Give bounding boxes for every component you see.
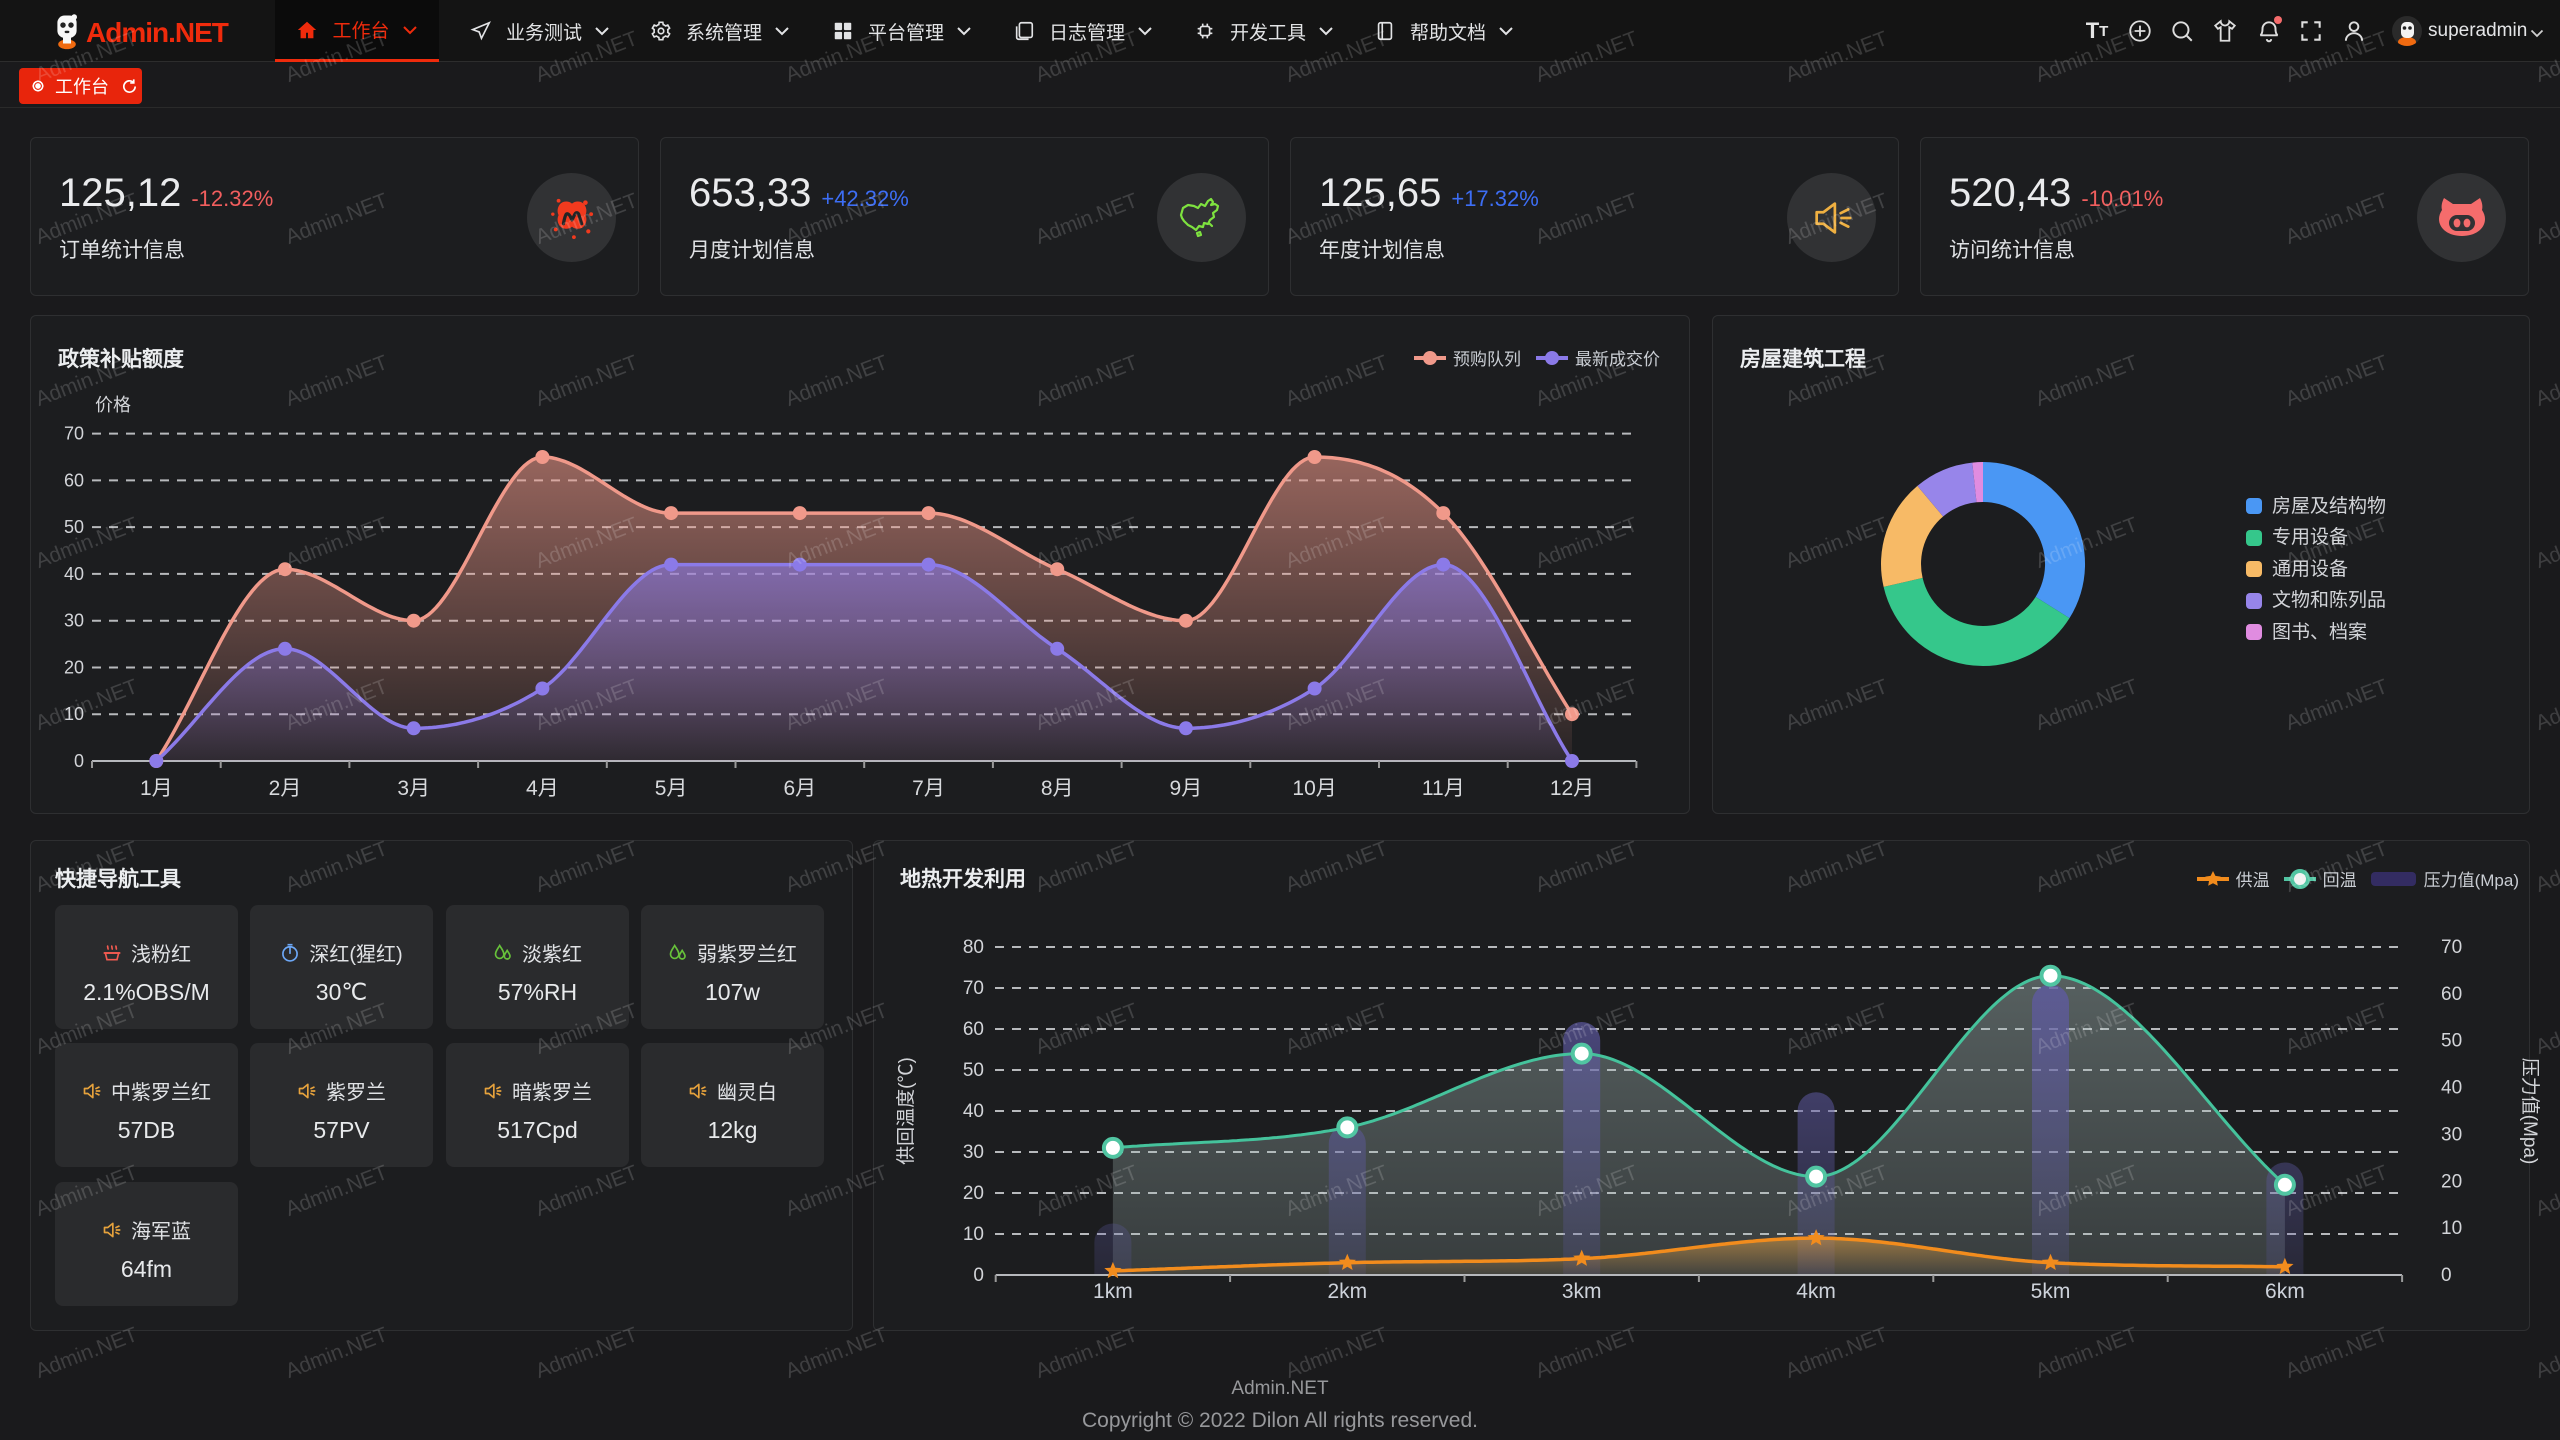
svg-text:50: 50: [64, 517, 84, 537]
svg-text:20: 20: [963, 1183, 984, 1204]
svg-text:40: 40: [64, 564, 84, 584]
svg-text:4月: 4月: [526, 777, 559, 800]
svg-text:房屋及结构物: 房屋及结构物: [2272, 495, 2386, 517]
svg-text:2km: 2km: [1327, 1280, 1367, 1303]
svg-text:50: 50: [2441, 1031, 2462, 1052]
svg-text:6月: 6月: [783, 777, 816, 800]
svg-text:文物和陈列品: 文物和陈列品: [2272, 589, 2386, 611]
svg-text:30: 30: [963, 1142, 984, 1163]
svg-text:10: 10: [64, 704, 84, 724]
svg-text:供回温度(℃): 供回温度(℃): [895, 1057, 917, 1165]
svg-text:9月: 9月: [1170, 777, 1203, 800]
svg-text:60: 60: [64, 470, 84, 490]
svg-text:10月: 10月: [1292, 777, 1336, 800]
svg-text:3月: 3月: [397, 777, 430, 800]
svg-text:通用设备: 通用设备: [2272, 558, 2348, 580]
svg-text:5km: 5km: [2031, 1280, 2071, 1303]
svg-text:0: 0: [973, 1265, 984, 1286]
svg-text:20: 20: [2441, 1171, 2462, 1192]
svg-text:70: 70: [963, 978, 984, 999]
svg-text:0: 0: [74, 751, 84, 771]
svg-text:8月: 8月: [1041, 777, 1074, 800]
svg-text:10: 10: [2441, 1218, 2462, 1239]
svg-text:30: 30: [64, 611, 84, 631]
svg-text:压力值(Mpa): 压力值(Mpa): [2519, 1058, 2541, 1165]
svg-text:20: 20: [64, 658, 84, 678]
svg-text:4km: 4km: [1796, 1280, 1836, 1303]
svg-text:专用设备: 专用设备: [2272, 526, 2348, 548]
svg-text:10: 10: [963, 1224, 984, 1245]
svg-text:5月: 5月: [655, 777, 688, 800]
svg-text:70: 70: [2441, 937, 2462, 958]
svg-text:30: 30: [2441, 1124, 2462, 1145]
svg-text:0: 0: [2441, 1265, 2452, 1286]
svg-text:7月: 7月: [912, 777, 945, 800]
svg-text:图书、档案: 图书、档案: [2272, 621, 2367, 643]
svg-text:3km: 3km: [1562, 1280, 1602, 1303]
svg-text:70: 70: [64, 424, 84, 444]
svg-text:12月: 12月: [1550, 777, 1594, 800]
svg-text:60: 60: [2441, 984, 2462, 1005]
svg-text:80: 80: [963, 937, 984, 958]
svg-text:1km: 1km: [1093, 1280, 1133, 1303]
svg-text:11月: 11月: [1422, 777, 1465, 800]
svg-text:50: 50: [963, 1060, 984, 1081]
svg-text:1月: 1月: [140, 777, 173, 800]
svg-text:60: 60: [963, 1019, 984, 1040]
svg-text:2月: 2月: [269, 777, 302, 800]
svg-text:价格: 价格: [95, 395, 131, 415]
svg-text:40: 40: [963, 1101, 984, 1122]
svg-text:6km: 6km: [2265, 1280, 2305, 1303]
svg-text:40: 40: [2441, 1078, 2462, 1099]
